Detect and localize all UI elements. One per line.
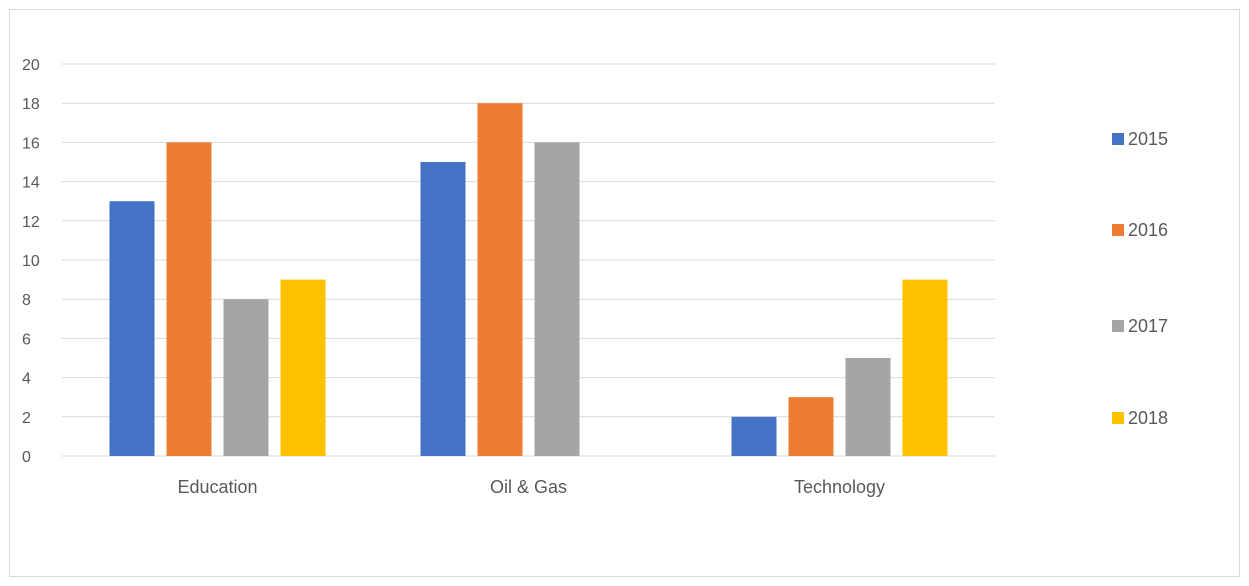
legend-swatch-2016 [1112,224,1124,236]
bar-2017-2 [845,358,891,456]
bars [109,103,948,456]
y-tick-label: 4 [22,371,31,388]
bar-2015-1 [420,162,466,456]
bar-2016-1 [477,103,523,456]
y-tick-label: 8 [22,292,31,309]
legend-swatch-2017 [1112,320,1124,332]
bar-2015-2 [731,416,777,456]
y-tick-label: 14 [22,175,40,192]
legend-label: 2017 [1128,316,1168,336]
bar-2017-1 [534,142,580,456]
y-tick-label: 10 [22,253,40,270]
x-category-label: Oil & Gas [490,477,567,497]
bar-2016-0 [166,142,212,456]
bar-chart: 0 2 4 6 8 10 12 14 16 18 20 Education Oil & Gas Tech… [22,57,1168,497]
bar-2017-0 [223,299,269,456]
y-tick-label: 16 [22,135,40,152]
y-tick-label: 6 [22,331,31,348]
legend-swatch-2015 [1112,133,1124,145]
x-category-label: Education [177,477,257,497]
x-axis-category-labels: Education Oil & Gas Technology [177,477,885,497]
gridlines [62,63,995,457]
bar-2016-2 [788,397,834,456]
legend-label: 2016 [1128,220,1168,240]
bar-2018-0 [280,279,326,456]
legend-label: 2018 [1128,408,1168,428]
legend: 2015 2016 2017 2018 [1112,129,1168,428]
chart-area: 0 2 4 6 8 10 12 14 16 18 20 Education Oil & Gas Tech… [9,9,1240,577]
bar-2018-2 [902,279,948,456]
x-category-label: Technology [794,477,885,497]
y-tick-label: 12 [22,214,40,231]
legend-swatch-2018 [1112,412,1124,424]
y-tick-label: 18 [22,96,40,113]
bar-2015-0 [109,201,155,456]
y-tick-label: 0 [22,449,31,466]
legend-label: 2015 [1128,129,1168,149]
y-tick-label: 20 [22,57,40,74]
y-axis-tick-labels: 0 2 4 6 8 10 12 14 16 18 20 [22,57,40,466]
y-tick-label: 2 [22,410,31,427]
